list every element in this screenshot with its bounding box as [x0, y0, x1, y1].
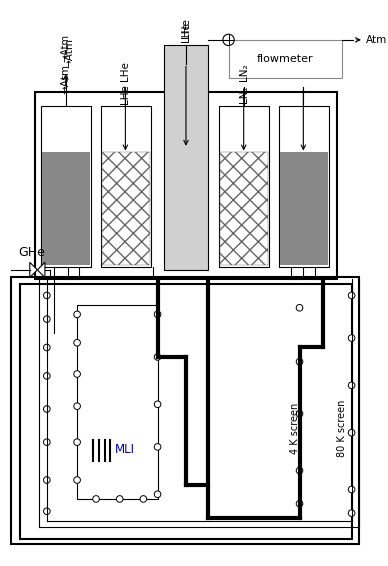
Circle shape — [74, 311, 80, 318]
Circle shape — [43, 372, 50, 379]
Polygon shape — [37, 262, 45, 277]
Bar — [229, 40, 342, 78]
Text: 80 K screen: 80 K screen — [337, 399, 347, 457]
Circle shape — [296, 358, 303, 365]
Text: GHe: GHe — [18, 246, 45, 259]
Circle shape — [296, 305, 303, 311]
Bar — [77, 305, 158, 499]
Text: LHe: LHe — [181, 18, 191, 38]
Text: LHe: LHe — [120, 84, 130, 104]
Text: →Atm: →Atm — [61, 64, 71, 94]
Bar — [101, 106, 151, 267]
Bar — [102, 152, 150, 265]
Bar — [164, 45, 208, 270]
Circle shape — [43, 477, 50, 483]
Text: flowmeter: flowmeter — [257, 54, 314, 64]
Circle shape — [348, 382, 355, 389]
Circle shape — [154, 401, 161, 408]
Text: Atm: Atm — [366, 35, 387, 45]
Circle shape — [43, 292, 50, 299]
Circle shape — [296, 468, 303, 474]
Circle shape — [154, 354, 161, 361]
Bar — [220, 152, 268, 265]
Circle shape — [74, 439, 80, 445]
Circle shape — [296, 500, 303, 507]
Circle shape — [154, 444, 161, 450]
Bar — [41, 106, 91, 267]
Text: MLI: MLI — [115, 443, 135, 456]
Circle shape — [348, 486, 355, 493]
Circle shape — [43, 406, 50, 413]
Bar — [20, 284, 352, 539]
Circle shape — [348, 510, 355, 516]
Circle shape — [43, 508, 50, 514]
Bar — [280, 152, 328, 265]
Bar — [42, 152, 90, 265]
Circle shape — [74, 477, 80, 483]
Text: LN₂: LN₂ — [239, 85, 249, 102]
Circle shape — [348, 292, 355, 299]
Circle shape — [74, 340, 80, 346]
Text: →Atm: →Atm — [61, 33, 71, 62]
Text: LHe: LHe — [181, 23, 191, 42]
Text: 4 K screen: 4 K screen — [290, 402, 300, 453]
Circle shape — [154, 311, 161, 318]
Circle shape — [154, 491, 161, 498]
Circle shape — [43, 344, 50, 351]
Circle shape — [43, 316, 50, 323]
Circle shape — [348, 335, 355, 341]
Text: →Atm: →Atm — [64, 38, 74, 68]
Bar — [219, 106, 269, 267]
Circle shape — [74, 371, 80, 378]
Circle shape — [140, 496, 147, 502]
Circle shape — [223, 34, 234, 45]
Circle shape — [93, 496, 99, 502]
Circle shape — [348, 430, 355, 436]
Polygon shape — [30, 262, 37, 277]
Circle shape — [296, 410, 303, 417]
Circle shape — [116, 496, 123, 502]
Bar — [279, 106, 329, 267]
Text: LN₂: LN₂ — [239, 63, 249, 80]
Circle shape — [74, 403, 80, 409]
Circle shape — [43, 439, 50, 445]
Bar — [35, 92, 338, 280]
Text: LHe: LHe — [120, 61, 130, 80]
Bar — [11, 277, 359, 544]
